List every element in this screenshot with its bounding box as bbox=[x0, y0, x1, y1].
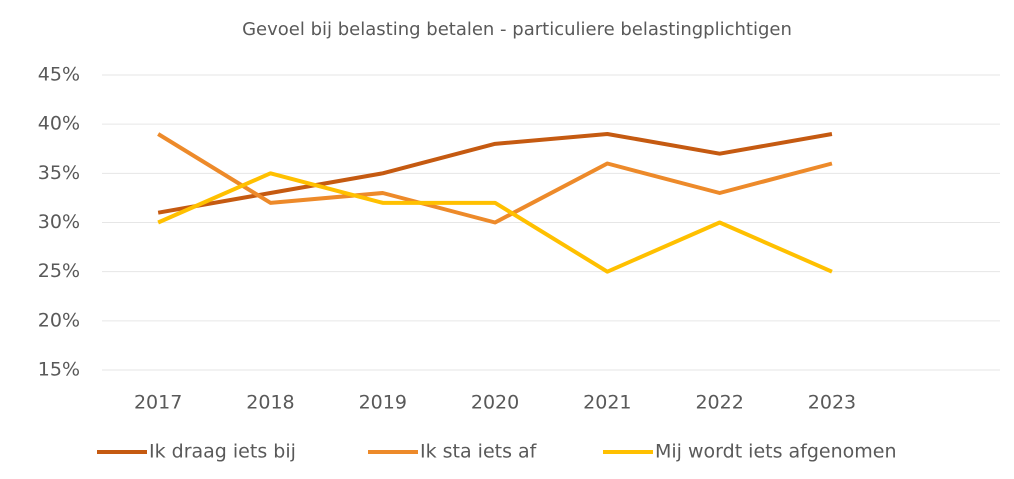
y-tick-label: 25% bbox=[38, 260, 80, 282]
y-tick-label: 30% bbox=[38, 211, 80, 233]
x-tick-label: 2018 bbox=[246, 392, 294, 414]
y-tick-label: 35% bbox=[38, 162, 80, 184]
x-tick-label: 2019 bbox=[359, 392, 407, 414]
data-line bbox=[157, 171, 833, 274]
x-tick-label: 2020 bbox=[471, 392, 519, 414]
x-tick-label: 2022 bbox=[695, 392, 743, 414]
y-tick-label: 40% bbox=[38, 113, 80, 135]
data-line bbox=[157, 132, 833, 225]
data-line bbox=[157, 132, 833, 215]
y-tick-label: 20% bbox=[38, 309, 80, 331]
x-tick-label: 2023 bbox=[808, 392, 856, 414]
legend-label: Mij wordt iets afgenomen bbox=[655, 441, 897, 463]
y-tick-label: 45% bbox=[38, 64, 80, 86]
chart-title: Gevoel bij belasting betalen - particuli… bbox=[242, 19, 792, 40]
x-tick-label: 2017 bbox=[134, 392, 182, 414]
y-tick-label: 15% bbox=[38, 359, 80, 381]
legend-label: Ik sta iets af bbox=[420, 441, 538, 463]
x-tick-label: 2021 bbox=[583, 392, 631, 414]
legend-label: Ik draag iets bij bbox=[149, 441, 296, 463]
